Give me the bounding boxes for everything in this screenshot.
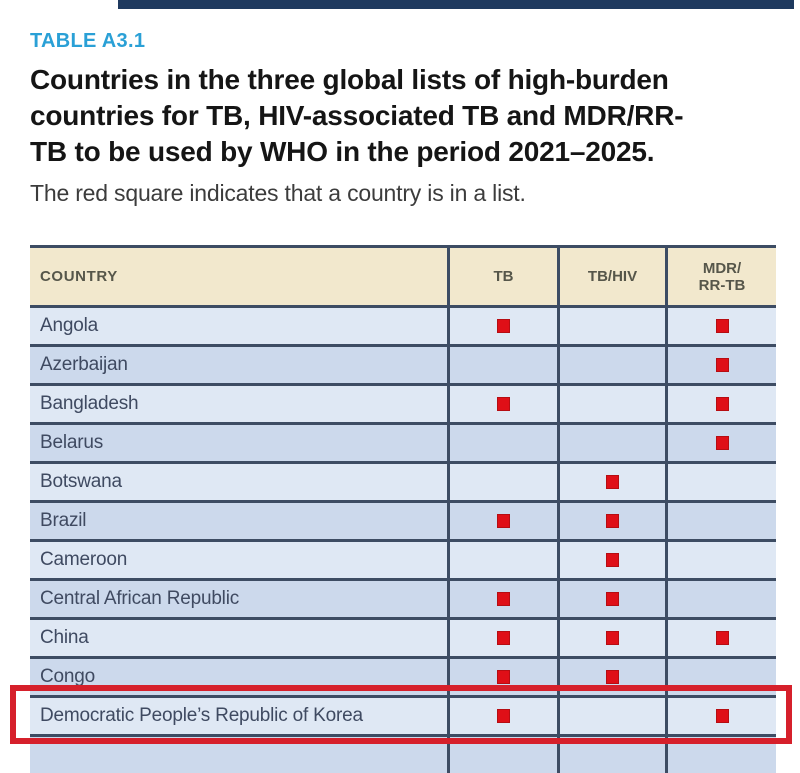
country-name: China: [40, 627, 89, 648]
country-name: Azerbaijan: [40, 354, 128, 375]
in-list-marker: [715, 709, 729, 723]
tb-cell: [447, 308, 557, 344]
mdr-cell: [665, 542, 776, 578]
table-row: Botswana: [30, 464, 776, 503]
mdr-cell: [665, 347, 776, 383]
tb-cell: [447, 620, 557, 656]
in-list-marker: [715, 631, 729, 645]
column-header-mdr-text: MDR/ RR-TB: [699, 260, 746, 294]
in-list-marker: [606, 592, 619, 606]
table-label: TABLE A3.1: [30, 30, 146, 52]
country-name: Congo: [40, 666, 95, 687]
table-row: Brazil: [30, 503, 776, 542]
country-name: Bangladesh: [40, 393, 139, 414]
in-list-marker: [497, 592, 510, 606]
table-row: Azerbaijan: [30, 347, 776, 386]
tbhiv-cell: [557, 308, 665, 344]
tbhiv-cell: [557, 698, 665, 734]
mdr-cell: [665, 308, 776, 344]
tb-cell: [447, 581, 557, 617]
tbhiv-cell: [557, 542, 665, 578]
column-header-tb: TB: [447, 248, 557, 305]
table-row: China: [30, 620, 776, 659]
in-list-marker: [606, 553, 619, 567]
country-name: [30, 737, 447, 773]
in-list-marker: [606, 670, 619, 684]
mdr-cell: [665, 659, 776, 695]
in-list-marker: [497, 397, 510, 411]
in-list-marker: [715, 436, 729, 450]
country-name: Belarus: [40, 432, 104, 453]
tb-cell: [447, 503, 557, 539]
tbhiv-cell: [557, 620, 665, 656]
mdr-cell: [665, 581, 776, 617]
in-list-marker: [497, 631, 510, 645]
tb-cell: [447, 347, 557, 383]
table-row: Congo: [30, 659, 776, 698]
tbhiv-cell: [557, 347, 665, 383]
country-name: Cameroon: [40, 549, 128, 570]
mdr-cell: [665, 737, 776, 773]
country-name: Brazil: [40, 510, 87, 531]
mdr-header-line1: MDR/: [702, 259, 742, 277]
table-header-row: COUNTRY TB TB/HIV MDR/ RR-TB: [30, 248, 776, 308]
mdr-cell: [665, 425, 776, 461]
country-name: Botswana: [40, 471, 122, 492]
in-list-marker: [606, 514, 619, 528]
in-list-marker: [497, 319, 510, 333]
mdr-cell: [665, 698, 776, 734]
table-row: Belarus: [30, 425, 776, 464]
top-edge-bar: [118, 0, 794, 9]
column-header-mdr: MDR/ RR-TB: [665, 248, 776, 305]
mdr-cell: [665, 620, 776, 656]
title-line-1: Countries in the three global lists of h…: [30, 64, 669, 95]
in-list-marker: [606, 631, 619, 645]
tb-cell: [447, 542, 557, 578]
country-name: Central African Republic: [40, 588, 240, 609]
tbhiv-cell: [557, 464, 665, 500]
page-title: Countries in the three global lists of h…: [30, 62, 790, 170]
tb-cell: [447, 737, 557, 773]
title-line-2: countries for TB, HIV-associated TB and …: [30, 100, 684, 131]
tb-cell: [447, 698, 557, 734]
tbhiv-cell: [557, 425, 665, 461]
in-list-marker: [715, 319, 729, 333]
in-list-marker: [715, 358, 729, 372]
table-body: Angola Azerbaijan Bangladesh Belarus Bot…: [30, 308, 776, 773]
table-row: [30, 737, 776, 773]
table-row: Democratic People’s Republic of Korea: [30, 698, 776, 737]
table-row: Central African Republic: [30, 581, 776, 620]
tb-cell: [447, 659, 557, 695]
table-row: Cameroon: [30, 542, 776, 581]
mdr-cell: [665, 386, 776, 422]
in-list-marker: [497, 670, 510, 684]
mdr-cell: [665, 503, 776, 539]
mdr-header-line2: RR-TB: [698, 276, 746, 294]
column-header-tbhiv: TB/HIV: [557, 248, 665, 305]
tb-cell: [447, 425, 557, 461]
country-name: Democratic People’s Republic of Korea: [40, 705, 363, 726]
in-list-marker: [715, 397, 729, 411]
tbhiv-cell: [557, 386, 665, 422]
tbhiv-cell: [557, 581, 665, 617]
table-row: Angola: [30, 308, 776, 347]
country-name: Angola: [40, 315, 98, 336]
column-header-country: COUNTRY: [40, 268, 118, 285]
tbhiv-cell: [557, 737, 665, 773]
title-line-3: TB to be used by WHO in the period 2021–…: [30, 136, 655, 167]
tbhiv-cell: [557, 503, 665, 539]
tbhiv-cell: [557, 659, 665, 695]
high-burden-table: COUNTRY TB TB/HIV MDR/ RR-TB Angola Azer…: [30, 245, 776, 773]
table-row: Bangladesh: [30, 386, 776, 425]
mdr-cell: [665, 464, 776, 500]
tb-cell: [447, 464, 557, 500]
in-list-marker: [606, 475, 619, 489]
table-legend-note: The red square indicates that a country …: [30, 180, 526, 206]
tb-cell: [447, 386, 557, 422]
in-list-marker: [497, 709, 510, 723]
in-list-marker: [497, 514, 510, 528]
